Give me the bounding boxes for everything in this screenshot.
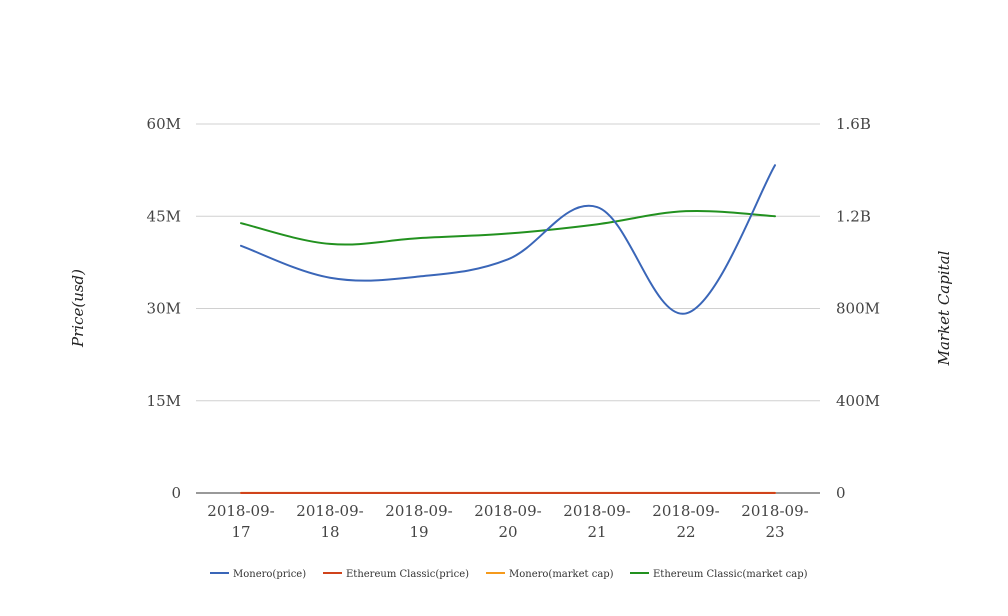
series-lines — [240, 164, 776, 495]
x-tick-label: 2018-09-19 — [385, 502, 452, 541]
y-right-tick-label: 400M — [836, 392, 880, 410]
y-right-tick-label: 0 — [836, 484, 846, 502]
legend-label: Ethereum Classic(market cap) — [653, 569, 808, 580]
legend-item: Ethereum Classic(price) — [323, 569, 469, 580]
y-left-tick-label: 45M — [147, 207, 181, 225]
y-left-tick-label: 0 — [171, 484, 181, 502]
y-axis-right-label: Market Capital — [935, 250, 953, 366]
x-tick-label: 2018-09-20 — [474, 502, 541, 541]
legend-label: Ethereum Classic(price) — [346, 569, 469, 580]
y-left-tick-label: 15M — [147, 392, 181, 410]
y-right-tick-label: 1.2B — [836, 207, 871, 225]
legend-item: Monero(price) — [210, 569, 306, 580]
y-right-tick-label: 1.6B — [836, 115, 871, 133]
gridlines — [196, 123, 820, 494]
x-tick-label: 2018-09-22 — [652, 502, 719, 541]
y-left-tick-label: 60M — [147, 115, 181, 133]
legend-label: Monero(market cap) — [509, 569, 614, 580]
series-line-monero-price — [240, 164, 776, 315]
x-tick-label: 2018-09-21 — [563, 502, 630, 541]
right-axis-ticks: 0 400M 800M 1.2B 1.6B — [836, 115, 880, 502]
legend-item: Ethereum Classic(market cap) — [630, 569, 808, 580]
x-tick-label: 2018-09-17 — [207, 502, 274, 541]
x-tick-label: 2018-09-23 — [741, 502, 808, 541]
series-line-ethereum-classic-market-cap — [240, 209, 776, 246]
x-tick-label: 2018-09-18 — [296, 502, 363, 541]
left-axis-ticks: 0 15M 30M 45M 60M — [147, 115, 181, 502]
y-axis-left-label: Price(usd) — [69, 269, 87, 348]
legend-label: Monero(price) — [233, 569, 306, 580]
legend-item: Monero(market cap) — [486, 569, 614, 580]
x-axis-ticks: 2018-09-17 2018-09-18 2018-09-19 2018-09-20… — [207, 502, 808, 541]
y-right-tick-label: 800M — [836, 300, 880, 318]
y-left-tick-label: 30M — [147, 300, 181, 318]
legend: Monero(price) Ethereum Classic(price) Mone… — [210, 569, 808, 580]
